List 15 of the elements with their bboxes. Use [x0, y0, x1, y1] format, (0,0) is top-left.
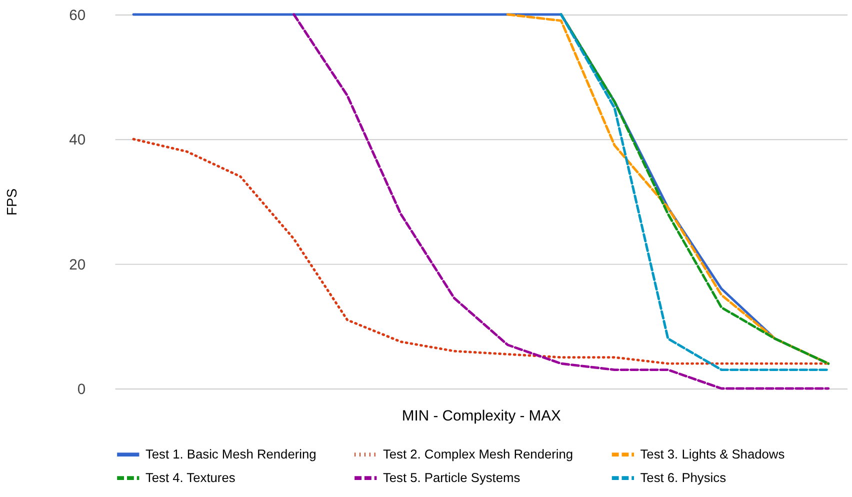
legend-label: Test 5. Particle Systems — [382, 470, 520, 486]
y-tick-label: 0 — [77, 382, 86, 398]
legend-label: Test 3. Lights & Shadows — [640, 446, 785, 462]
y-axis-title: FPS — [4, 188, 20, 216]
line-series — [132, 138, 830, 365]
legend-label: Test 6. Physics — [640, 470, 726, 486]
line-series — [506, 13, 830, 365]
y-tick-label: 40 — [69, 132, 86, 149]
x-axis-title: MIN - Complexity - MAX — [402, 408, 562, 425]
line-series — [292, 13, 830, 390]
legend-label: Test 2. Complex Mesh Rendering — [382, 446, 574, 462]
y-tick-label: 20 — [69, 257, 86, 274]
legend-label: Test 1. Basic Mesh Rendering — [145, 446, 316, 462]
legend-label: Test 4. Textures — [145, 470, 236, 486]
y-tick-label: 60 — [69, 8, 86, 24]
